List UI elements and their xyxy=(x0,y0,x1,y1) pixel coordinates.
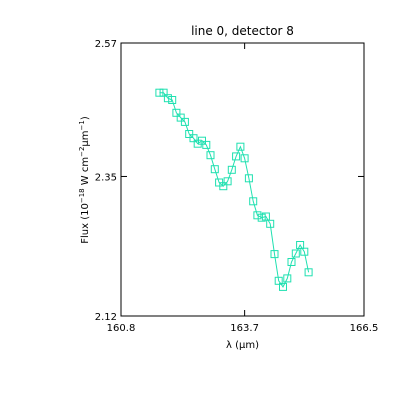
data-series xyxy=(155,88,313,291)
data-point-marker xyxy=(274,276,283,285)
y-label-prefix: Flux (10 xyxy=(80,203,91,244)
data-point-marker xyxy=(172,108,181,117)
data-point-marker xyxy=(287,258,296,266)
data-point-marker xyxy=(202,140,211,149)
data-point-marker xyxy=(219,182,228,191)
data-point-marker xyxy=(185,130,194,138)
data-point-marker xyxy=(304,268,313,277)
plot-frame xyxy=(120,42,365,317)
data-point-marker xyxy=(244,174,253,183)
x-tick-labels: 160.8 163.7 166.5 xyxy=(107,323,379,334)
data-point-marker xyxy=(300,247,309,256)
data-point-marker xyxy=(270,250,279,259)
data-point-marker xyxy=(227,165,236,174)
data-point-marker xyxy=(257,213,266,222)
chart-title: line 0, detector 8 xyxy=(191,24,294,38)
data-point-marker xyxy=(253,211,262,220)
data-point-marker xyxy=(266,219,275,228)
data-point-marker xyxy=(210,165,219,174)
data-point-marker xyxy=(249,197,258,206)
y-tick-label: 2.35 xyxy=(95,172,117,183)
y-tick-label: 2.57 xyxy=(95,39,117,50)
data-point-marker xyxy=(163,94,172,103)
data-point-marker xyxy=(189,134,198,143)
y-tick-label: 2.12 xyxy=(95,312,117,323)
data-point-marker xyxy=(291,249,300,258)
data-point-marker xyxy=(283,274,292,283)
y-tick-labels: 2.12 2.35 2.57 xyxy=(95,39,117,323)
data-point-marker xyxy=(240,154,249,163)
data-point-marker xyxy=(176,113,185,122)
data-point-marker xyxy=(261,212,270,221)
data-point-marker xyxy=(168,96,177,104)
axis-ticks xyxy=(120,42,365,317)
x-axis-label: λ (μm) xyxy=(226,340,259,351)
y-label-exp2: −2 xyxy=(78,147,86,157)
y-axis-label: Flux (10−18 W cm−2μm−1) xyxy=(78,116,91,244)
y-label-mu: μm xyxy=(80,130,91,146)
x-tick-label: 160.8 xyxy=(107,323,136,334)
data-point-marker xyxy=(296,241,305,249)
x-tick-label: 166.5 xyxy=(350,323,379,334)
y-label-mid1: W cm xyxy=(80,157,91,188)
data-point-marker xyxy=(279,282,287,291)
data-point-marker xyxy=(180,117,189,126)
data-point-marker xyxy=(159,88,168,97)
data-point-marker xyxy=(223,177,232,186)
x-tick-label: 163.7 xyxy=(230,323,259,334)
data-point-marker xyxy=(236,142,245,151)
y-label-exp3: −1 xyxy=(78,120,86,130)
data-point-marker xyxy=(232,152,241,161)
y-label-exp1: −18 xyxy=(78,188,86,203)
data-point-marker xyxy=(206,151,215,160)
data-point-marker xyxy=(155,88,164,97)
y-label-suffix: ) xyxy=(80,116,91,120)
data-point-marker xyxy=(198,136,206,145)
